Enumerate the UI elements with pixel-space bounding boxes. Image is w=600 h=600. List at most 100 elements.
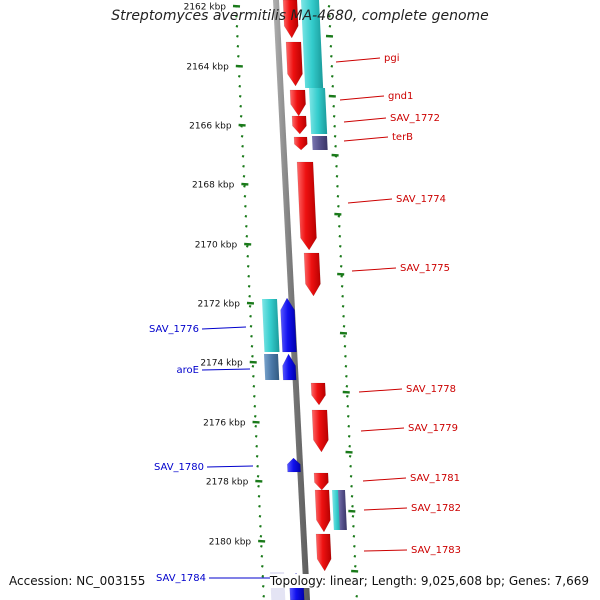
cds-bar	[338, 490, 347, 530]
scale-tick	[338, 234, 342, 238]
reverse-label-line	[201, 326, 247, 330]
scale-tick	[252, 374, 255, 378]
scale-tick	[346, 394, 349, 398]
scale-tick	[349, 474, 353, 478]
scale-tick	[344, 364, 348, 368]
gene-arrow-forward	[303, 252, 321, 297]
scale-tick	[339, 254, 343, 258]
forward-label-line	[363, 507, 408, 511]
scale-tick	[351, 514, 355, 518]
cds-bar	[301, 0, 324, 88]
scale-tick	[350, 494, 354, 498]
forward-gene-label: SAV_1783	[411, 545, 461, 556]
scale-tick	[344, 354, 347, 358]
scale-label: 2162 kbp	[184, 3, 227, 13]
cds-bar	[262, 299, 280, 352]
scale-label: 2180 kbp	[209, 538, 252, 548]
scale-tick	[354, 564, 357, 568]
scale-tick	[242, 174, 246, 178]
scale-tick	[343, 344, 347, 348]
forward-label-line	[360, 427, 405, 432]
scale-tick	[258, 514, 262, 518]
scale-tick	[257, 484, 260, 488]
scale-tick	[336, 184, 339, 188]
scale-tick	[333, 134, 337, 138]
scale-label: 2166 kbp	[189, 122, 232, 132]
cds-bar	[309, 88, 328, 134]
scale-tick	[346, 414, 350, 418]
reverse-gene-label: aroE	[177, 365, 199, 376]
backbone-line	[273, 0, 310, 600]
scale-tick	[328, 14, 331, 18]
scale-tick	[261, 574, 265, 578]
reverse-gene-label: SAV_1776	[149, 324, 199, 335]
scale-tick	[254, 424, 258, 428]
scale-label: 2174 kbp	[200, 359, 243, 369]
scale-tick	[353, 544, 356, 548]
scale-tick	[342, 314, 345, 318]
gene-features	[262, 0, 347, 600]
scale-tick	[348, 444, 351, 448]
forward-label-line	[363, 549, 408, 552]
scale-tick	[249, 324, 253, 328]
forward-gene-label: terB	[392, 132, 413, 143]
scale-tick	[332, 114, 336, 118]
map-title: Streptomyces avermitilis MA-4680, comple…	[111, 8, 489, 24]
scale-tick	[262, 594, 266, 598]
scale-tick	[345, 374, 348, 378]
gene-arrow-forward	[291, 115, 307, 135]
gene-arrow-reverse	[280, 297, 297, 353]
gene-arrow-forward	[289, 89, 306, 117]
scale-label: 2164 kbp	[186, 63, 229, 73]
forward-label-line	[347, 198, 393, 204]
scale-tick	[253, 394, 256, 398]
scale-label: 2170 kbp	[195, 241, 238, 251]
scale-tick	[245, 244, 249, 248]
forward-gene-label: SAV_1781	[410, 473, 460, 484]
scale-tick	[246, 264, 250, 268]
scale-tick	[337, 204, 340, 208]
scale-tick	[328, 24, 332, 28]
forward-gene-label: pgi	[384, 53, 399, 64]
scale-tick	[250, 344, 254, 348]
scale-tick	[355, 594, 359, 598]
scale-tick	[251, 354, 254, 358]
scale-tick	[331, 84, 335, 88]
scale-tick	[352, 534, 356, 538]
forward-label-line	[362, 477, 407, 482]
scale-tick	[347, 434, 351, 438]
scale-tick	[235, 14, 238, 18]
scale-tick	[238, 94, 242, 98]
scale-tick	[334, 144, 337, 148]
scale-tick	[259, 534, 263, 538]
scale-tick	[336, 194, 340, 198]
scale-tick	[341, 294, 344, 298]
forward-label-line	[335, 57, 381, 63]
scale-tick	[239, 104, 243, 108]
scale-tick	[327, 4, 331, 8]
scale-tick	[253, 414, 257, 418]
scale-tick	[250, 334, 253, 338]
scale-tick	[246, 254, 250, 258]
forward-gene-label: SAV_1774	[396, 194, 446, 205]
scale-tick	[341, 304, 345, 308]
scale-tick	[337, 214, 341, 218]
scale-tick	[238, 84, 242, 88]
gene-arrow-forward	[313, 472, 329, 491]
gene-arrow-forward	[311, 409, 329, 453]
forward-label-line	[351, 267, 397, 272]
forward-gene-label: SAV_1779	[408, 423, 458, 434]
reverse-gene-label: SAV_1784	[156, 573, 206, 584]
scale-tick	[348, 454, 352, 458]
forward-gene-label: SAV_1778	[406, 384, 456, 395]
scale-tick	[338, 244, 342, 248]
scale-tick	[255, 444, 258, 448]
scale-tick	[254, 434, 258, 438]
scale-labels: 2162 kbp 2164 kbp 2166 kbp 2168 kbp 2170 kbp…	[184, 3, 252, 548]
scale-tick	[236, 44, 240, 48]
scale-tick	[239, 114, 243, 118]
cds-bar	[264, 354, 280, 380]
scale-tick	[332, 104, 336, 108]
reverse-label-line	[201, 368, 251, 371]
